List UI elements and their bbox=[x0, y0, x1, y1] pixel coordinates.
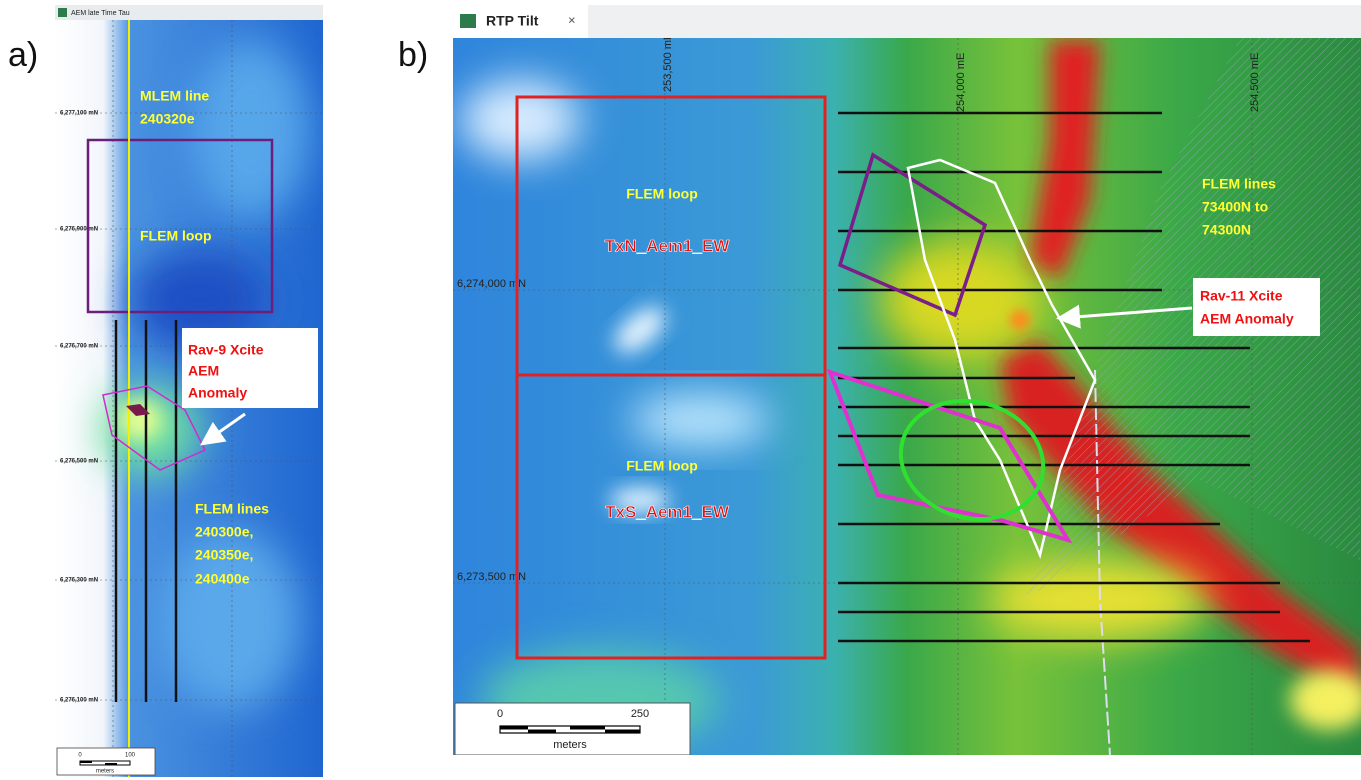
northing-label: 6,277,100 mN bbox=[60, 111, 98, 117]
panel-label: b) bbox=[398, 36, 428, 74]
annotation: FLEM loop bbox=[626, 186, 698, 202]
anomaly-shade bbox=[460, 80, 580, 160]
tab-close[interactable]: × bbox=[568, 12, 576, 27]
northing-label: 6,276,100 mN bbox=[60, 698, 98, 704]
scale-unit: meters bbox=[96, 769, 114, 775]
annotation: FLEM loop bbox=[140, 228, 212, 244]
annotation: Rav-9 Xcite bbox=[188, 342, 264, 358]
annotation: 240400e bbox=[195, 571, 250, 587]
anomaly-shade bbox=[190, 40, 310, 220]
northing-label: 6,276,900 mN bbox=[60, 227, 98, 233]
scale-label: 0 bbox=[497, 708, 503, 720]
map-b: 253,500 mE 254,000 mE 254,500 mE 6,274,0… bbox=[453, 33, 1361, 755]
anomaly-shade bbox=[1010, 310, 1030, 330]
tab-title: RTP Tilt bbox=[486, 13, 539, 29]
annotation: 240320e bbox=[140, 111, 195, 127]
scale-bar bbox=[105, 763, 117, 765]
scale-bar bbox=[605, 730, 640, 734]
scale-bar bbox=[528, 730, 556, 734]
scale-bar bbox=[500, 726, 528, 730]
northing-label: 6,276,500 mN bbox=[60, 459, 98, 465]
annotation: FLEM lines bbox=[1202, 176, 1276, 192]
northing-label: 6,276,300 mN bbox=[60, 578, 98, 584]
scale-label: 250 bbox=[631, 708, 649, 720]
annotation: FLEM lines bbox=[195, 501, 269, 517]
scale-bar bbox=[80, 761, 92, 763]
easting-label: 254,500 mE bbox=[1249, 53, 1261, 112]
tab-bar bbox=[453, 5, 1361, 38]
annotation: MLEM line bbox=[140, 88, 209, 104]
annotation: 73400N to bbox=[1202, 199, 1268, 215]
annotation: AEM bbox=[188, 363, 219, 379]
annotation: Rav-11 Xcite bbox=[1200, 288, 1283, 304]
tab-title: AEM late Time Tau bbox=[71, 10, 130, 17]
easting-label: 253,500 mE bbox=[662, 33, 674, 92]
scale-unit: meters bbox=[553, 739, 587, 751]
easting-label: 254,000 mE bbox=[955, 53, 967, 112]
scale-label: 100 bbox=[125, 753, 136, 759]
tab-icon bbox=[460, 14, 476, 28]
annotation: 240350e, bbox=[195, 547, 253, 563]
annotation: TxN_Aem1_EW bbox=[605, 236, 731, 255]
scale-bar bbox=[570, 726, 605, 730]
annotation: Anomaly bbox=[188, 385, 247, 401]
annotation: 240300e, bbox=[195, 524, 253, 540]
callout-box bbox=[1193, 278, 1320, 336]
northing-label: 6,276,700 mN bbox=[60, 344, 98, 350]
anomaly-shade bbox=[630, 395, 770, 445]
figure: a) AEM late Time Tau 6,277,100 mN 6,276,… bbox=[0, 0, 1361, 780]
annotation: TxS_Aem1_EW bbox=[605, 502, 730, 521]
panel-label: a) bbox=[8, 36, 38, 74]
tab-icon bbox=[58, 8, 67, 17]
annotation: FLEM loop bbox=[626, 458, 698, 474]
annotation: AEM Anomaly bbox=[1200, 311, 1294, 327]
annotation: 74300N bbox=[1202, 222, 1251, 238]
map-a: 6,277,100 mN 6,276,900 mN 6,276,700 mN 6… bbox=[55, 20, 323, 777]
